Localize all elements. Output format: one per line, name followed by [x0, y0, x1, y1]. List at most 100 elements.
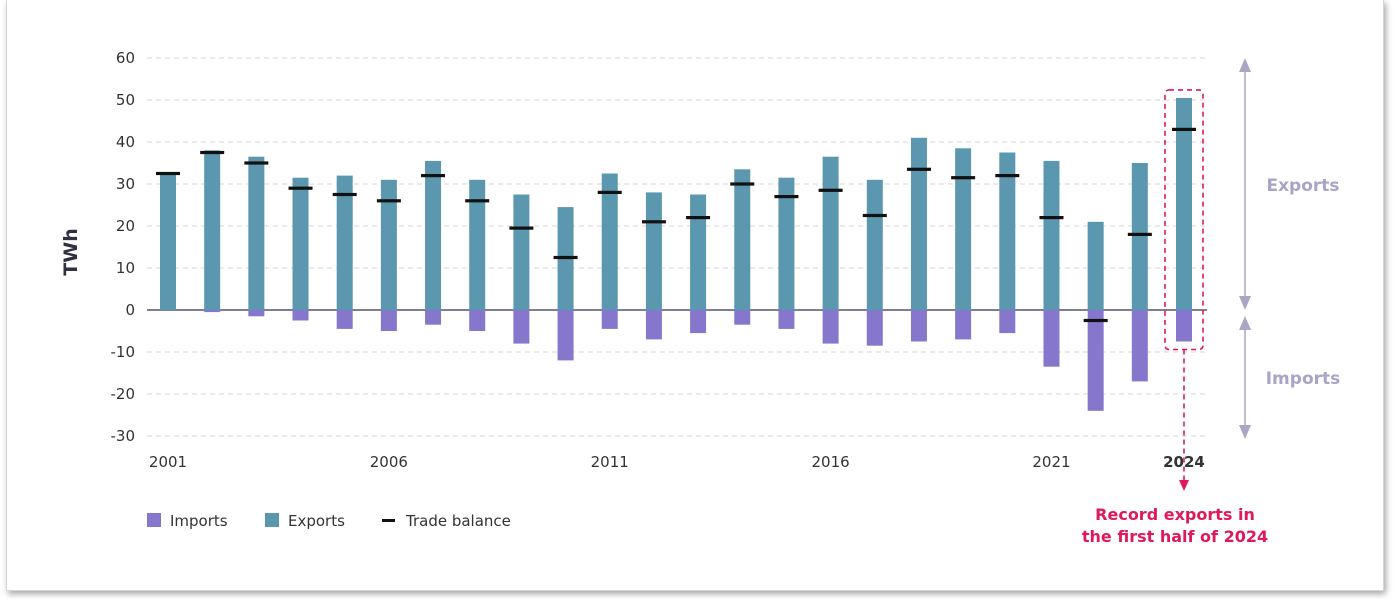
y-tick-label: 30: [116, 175, 135, 193]
imports-bar: [690, 310, 707, 334]
imports-bar: [248, 310, 265, 317]
exports-bar: [1131, 163, 1148, 310]
imports-bar: [425, 310, 442, 325]
x-tick-label: 2016: [812, 453, 850, 471]
trade-balance-marker: [730, 182, 755, 186]
x-tick-label: 2006: [370, 453, 408, 471]
y-tick-label: -10: [111, 343, 136, 361]
exports-bar: [380, 179, 397, 310]
imports-bar: [734, 310, 751, 325]
legend: Imports Exports Trade balance: [147, 512, 511, 530]
trade-balance-marker: [465, 199, 490, 203]
exports-bar: [999, 152, 1016, 310]
exports-bar: [469, 179, 486, 310]
legend-label-exports: Exports: [288, 512, 345, 530]
trade-balance-marker: [597, 190, 622, 194]
trade-balance-marker: [1083, 318, 1108, 323]
imports-bar: [292, 310, 309, 321]
exports-bar: [1087, 221, 1104, 310]
y-axis-ticks: 60 50 40 30 20 10 0 -10 -20 -30: [111, 49, 136, 445]
imports-bar: [601, 310, 618, 329]
imports-side-label: Imports: [1266, 369, 1341, 389]
y-tick-label: 0: [125, 301, 135, 319]
imports-bar: [999, 310, 1016, 334]
y-tick-label: -30: [111, 427, 136, 445]
trade-balance-marker: [774, 195, 799, 199]
imports-bar: [778, 310, 795, 329]
trade-balance-marker: [376, 199, 401, 203]
trade-balance-marker: [553, 255, 578, 260]
trade-balance-marker: [421, 174, 446, 178]
trade-balance-marker: [862, 213, 887, 218]
x-tick-label: 2011: [591, 453, 629, 471]
imports-bar: [1176, 310, 1192, 342]
legend-label-imports: Imports: [170, 512, 228, 530]
imports-bar: [910, 310, 927, 342]
imports-bar: [645, 310, 662, 340]
gridlines: [147, 57, 1207, 437]
exports-bar: [336, 175, 353, 310]
chart-frame: 60 50 40 30 20 10 0 -10 -20 -30 2001 2006 2011 2016 2…: [6, 0, 1384, 591]
exports-bar: [513, 194, 530, 310]
trade-balance-marker: [818, 188, 843, 192]
exports-bar: [645, 192, 662, 310]
legend-swatch-exports: [265, 513, 279, 527]
exports-bar: [734, 169, 751, 310]
trade-balance-marker: [995, 174, 1020, 178]
y-tick-label: 10: [116, 259, 135, 277]
y-tick-label: 50: [116, 91, 135, 109]
x-tick-label: 2001: [149, 453, 187, 471]
callout-line-1: Record exports in: [1095, 505, 1255, 524]
x-axis-ticks: 2001 2006 2011 2016 2021 2024: [149, 453, 1205, 471]
exports-bar: [1043, 160, 1060, 310]
imports-bar: [1043, 310, 1060, 367]
callout-line-2: the first half of 2024: [1082, 527, 1268, 546]
exports-bar: [601, 173, 618, 310]
exports-bar: [778, 177, 795, 310]
imports-range-arrow: [1239, 316, 1251, 439]
x-tick-label: 2021: [1032, 453, 1070, 471]
exports-bar: [866, 179, 883, 310]
imports-bar: [866, 310, 883, 346]
trade-balance-marker: [156, 171, 180, 176]
imports-bar: [469, 310, 486, 331]
imports-bar: [955, 310, 972, 340]
legend-label-trade-balance: Trade balance: [405, 512, 511, 530]
exports-bar: [690, 194, 707, 310]
trade-balance-marker: [332, 192, 357, 197]
imports-bar: [1087, 310, 1104, 411]
imports-bar: [204, 310, 221, 313]
imports-bar: [822, 310, 839, 344]
trade-balance-marker: [641, 220, 666, 224]
exports-bar: [425, 160, 442, 310]
trade-balance-marker: [686, 216, 711, 220]
exports-bar: [822, 156, 839, 310]
trade-balance-marker: [1039, 216, 1064, 220]
imports-bar: [513, 310, 530, 344]
trade-balance-marker: [951, 176, 976, 180]
imports-bar: [380, 310, 397, 331]
trade-balance-marker: [906, 167, 931, 171]
imports-bar: [557, 310, 574, 361]
exports-bar: [292, 177, 309, 310]
y-tick-label: 40: [116, 133, 135, 151]
trade-balance-marker: [200, 150, 225, 155]
y-tick-label: 60: [116, 49, 135, 67]
y-tick-label: 20: [116, 217, 135, 235]
trade-balance-marker: [1127, 232, 1152, 236]
highlight-arrow-head: [1179, 480, 1189, 491]
exports-side-label: Exports: [1266, 176, 1339, 196]
legend-swatch-imports: [147, 513, 161, 527]
trade-balance-marker: [244, 161, 269, 165]
trade-balance-marker: [288, 186, 313, 190]
trade-balance-marker: [1172, 127, 1196, 131]
y-tick-label: -20: [111, 385, 136, 403]
bars: [156, 97, 1196, 411]
imports-bar: [336, 310, 353, 329]
exports-range-arrow: [1239, 58, 1251, 310]
y-axis-label: TWh: [60, 228, 82, 275]
exports-bar: [204, 150, 221, 310]
exports-bar: [160, 173, 176, 310]
exports-bar: [248, 156, 265, 310]
legend-swatch-trade-balance: [382, 519, 395, 522]
